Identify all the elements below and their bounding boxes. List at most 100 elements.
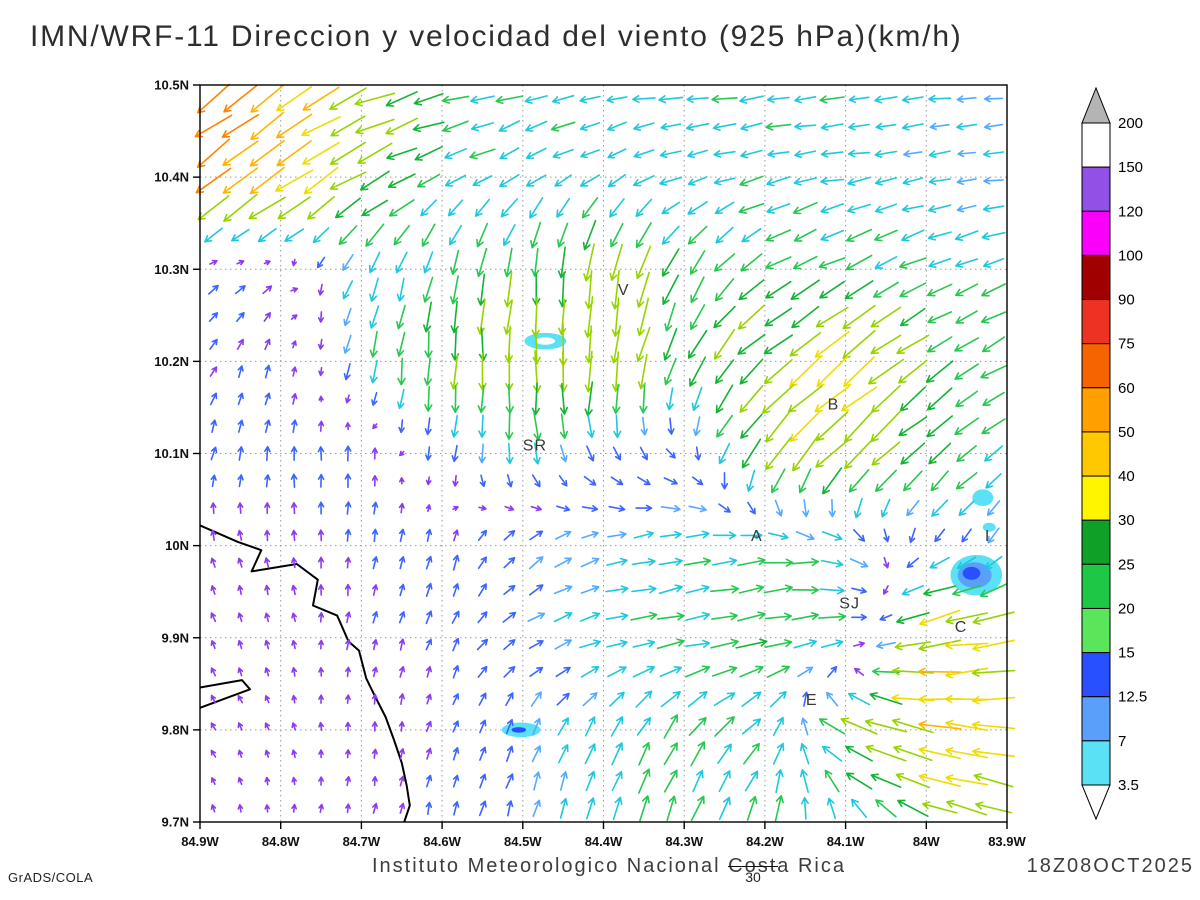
wind-arrow [344,501,352,515]
wind-arrow [919,609,961,627]
wind-arrow [372,556,379,570]
shaded-area [535,337,556,345]
shaded-area [962,566,981,580]
wind-arrow [636,271,650,308]
wind-arrow [528,640,544,649]
wind-arrow [525,120,548,132]
wind-arrow [847,149,871,158]
wind-arrow [479,773,487,789]
wind-arrow [746,795,758,821]
wind-arrow [944,694,989,704]
wind-arrow [827,666,838,678]
wind-arrow [814,330,850,358]
wind-arrow [901,204,924,213]
wind-arrow [291,749,297,759]
wind-arrow [264,529,271,542]
wind-arrow [775,769,784,794]
wind-arrow [210,749,217,758]
wind-arrow [794,122,817,131]
wind-arrow [981,418,1006,435]
wind-arrow [452,637,460,652]
wind-arrow [345,666,351,678]
station-label: SJ [839,595,860,612]
wind-arrow [818,718,846,735]
wind-arrow [690,276,705,304]
shaded-area [982,522,996,532]
wind-arrow [956,445,977,462]
wind-arrow [329,87,367,110]
wind-arrow [527,612,546,622]
wind-arrow [820,122,844,131]
wind-arrow [656,638,685,650]
wind-arrow [369,330,378,358]
wind-arrow [818,257,846,269]
wind-arrow [503,530,516,541]
wind-arrow [525,147,547,159]
wind-arrow [739,95,764,104]
wind-arrow [425,555,433,570]
wind-arrow [714,328,736,360]
wind-arrow [450,249,460,275]
wind-arrow [447,199,464,217]
x-tick-label: 84.4W [585,834,623,849]
wind-arrow [714,278,735,302]
wind-arrow [476,222,489,248]
wind-arrow [764,639,793,648]
wind-arrow [632,665,656,678]
wind-arrow [633,149,655,159]
wind-arrow [291,557,298,569]
vector-key: 30 [728,866,778,885]
wind-arrow [986,500,1001,516]
wind-arrow [740,253,763,272]
wind-arrow [531,382,540,416]
wind-arrow [692,476,704,486]
wind-arrow [503,557,516,569]
wind-arrow [387,173,416,189]
wind-arrow [318,667,324,677]
wind-arrow [210,804,217,813]
wind-arrow [530,221,542,249]
wind-arrow [663,477,678,485]
wind-arrow [237,612,244,623]
wind-arrow [918,667,962,676]
wind-arrow [231,228,250,242]
wind-arrow [982,257,1005,268]
wind-arrow [354,92,396,107]
wind-arrow [372,584,379,596]
wind-arrow [425,528,433,542]
wind-arrow [371,475,378,487]
wind-arrow [820,177,845,186]
wind-arrow [210,419,217,433]
wind-arrow [663,714,678,739]
wind-arrow [425,446,432,461]
wind-arrow [816,356,848,388]
wind-arrow [774,499,783,517]
wind-arrow [638,768,651,794]
wind-arrow [766,176,791,187]
wind-arrow [819,95,845,104]
wind-arrow [739,175,764,187]
wind-arrow [529,556,544,570]
wind-arrow [209,338,218,350]
wind-arrow [533,411,542,441]
wind-arrow [210,557,217,568]
wind-arrow [583,243,595,282]
wind-arrow [635,245,652,280]
wind-arrow [659,530,682,539]
wind-arrow [740,413,763,439]
wind-arrow [867,358,904,385]
wind-arrow [264,392,271,406]
wind-arrow [302,141,340,165]
wind-arrow [584,743,596,765]
wind-arrow [452,583,460,597]
wind-arrow [954,417,979,436]
wind-arrow [793,177,817,186]
wind-arrow [875,469,897,492]
wind-arrow [931,499,949,517]
wind-arrow [452,474,459,487]
wind-arrow [661,248,680,277]
wind-arrow [580,149,600,159]
station-label: C [955,619,968,636]
wind-arrow [774,795,784,822]
wind-arrow [851,798,868,818]
